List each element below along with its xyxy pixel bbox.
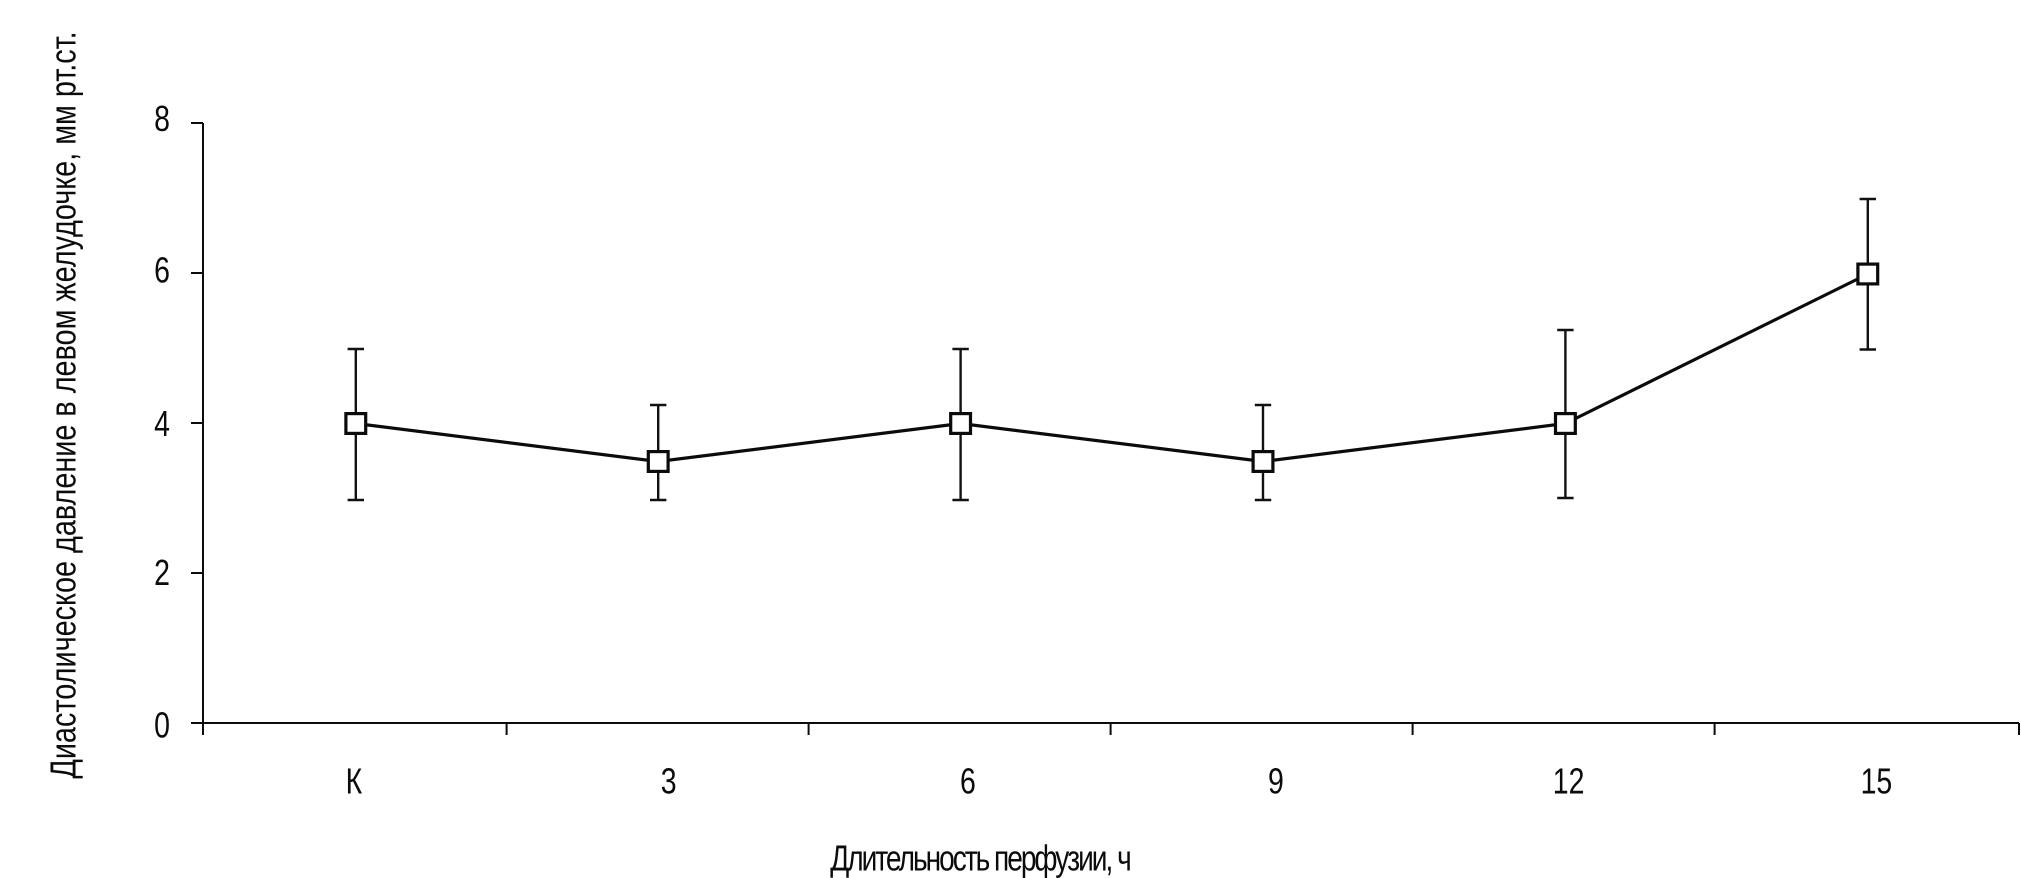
- svg-text:2: 2: [154, 551, 170, 592]
- svg-text:Длительность перфузии, ч: Длительность перфузии, ч: [830, 838, 1130, 878]
- svg-text:К: К: [346, 760, 363, 801]
- svg-text:9: 9: [1268, 760, 1284, 801]
- svg-text:Диастолическое давление в лево: Диастолическое давление в левом желудочк…: [42, 31, 83, 778]
- svg-text:4: 4: [154, 402, 170, 443]
- svg-text:8: 8: [154, 98, 170, 139]
- svg-text:6: 6: [154, 249, 170, 290]
- svg-text:12: 12: [1553, 760, 1585, 801]
- svg-text:15: 15: [1861, 760, 1893, 801]
- svg-text:6: 6: [960, 760, 976, 801]
- svg-text:3: 3: [661, 760, 677, 801]
- svg-text:0: 0: [154, 704, 170, 745]
